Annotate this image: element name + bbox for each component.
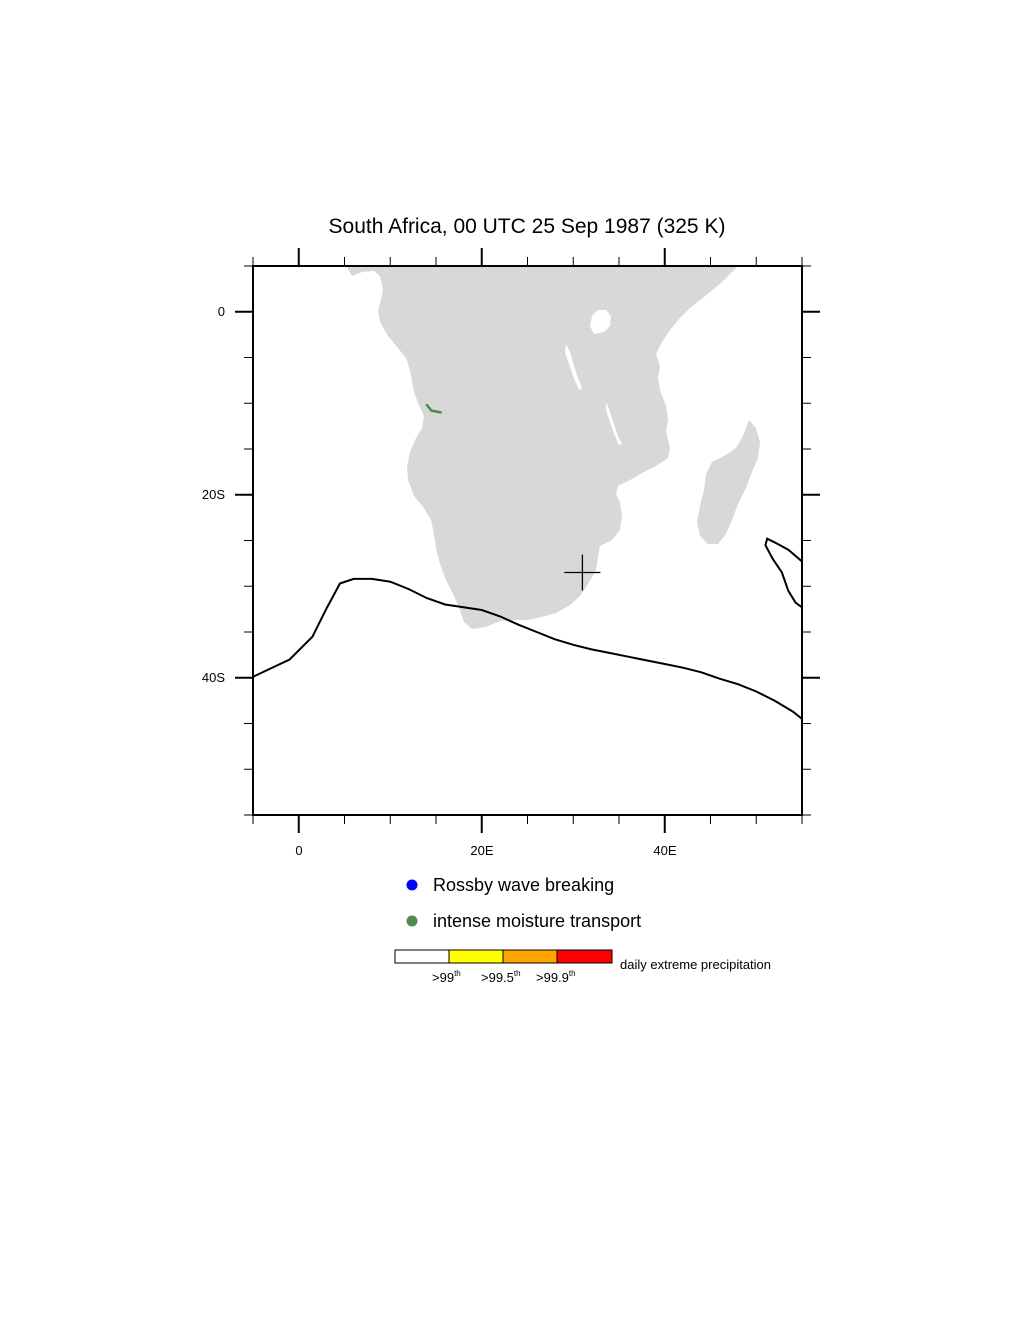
legend-marker-moisture [406,915,418,927]
y-tick-label-2: 40S [202,670,225,685]
africa-landmass [346,266,738,629]
x-tick-label-1: 20E [470,843,493,858]
y-tick-label-1: 20S [202,487,225,502]
legend-label-moisture: intense moisture transport [433,911,641,931]
pv-contour-east [764,537,802,609]
colorbar-box-2 [448,949,504,964]
colorbar-label-1: >99th [432,969,461,985]
colorbar-box-1 [394,949,450,964]
pv-contour-main [253,577,802,720]
y-tick-labels: 0 20S 40S [202,304,225,685]
axis-ticks [235,248,820,833]
moisture-transport-path [425,403,442,414]
legend-marker-rossby [406,879,418,891]
colorbar-box-4 [556,949,613,964]
lake-victoria [590,310,611,334]
colorbar-label-3: >99.9th [536,969,576,985]
lake-tanganyika [565,344,582,390]
colorbar-label-2: >99.5th [481,969,521,985]
map-plot-area [253,266,802,815]
cross-marker [564,554,601,591]
land-group [346,266,760,629]
x-tick-labels: 0 20E 40E [295,843,677,858]
x-tick-label-0: 0 [295,843,302,858]
colorbar-box-3 [502,949,558,964]
map-title: South Africa, 00 UTC 25 Sep 1987 (325 K) [329,215,726,238]
lake-malawi [606,402,622,445]
x-tick-label-2: 40E [653,843,676,858]
madagascar-landmass [697,420,760,544]
legend: Rossby wave breaking intense moisture tr… [406,875,641,931]
legend-label-rossby: Rossby wave breaking [433,875,614,895]
colorbar: >99th >99.5th >99.9th daily extreme prec… [394,949,771,985]
y-tick-label-0: 0 [218,304,225,319]
colorbar-caption: daily extreme precipitation [620,957,771,972]
